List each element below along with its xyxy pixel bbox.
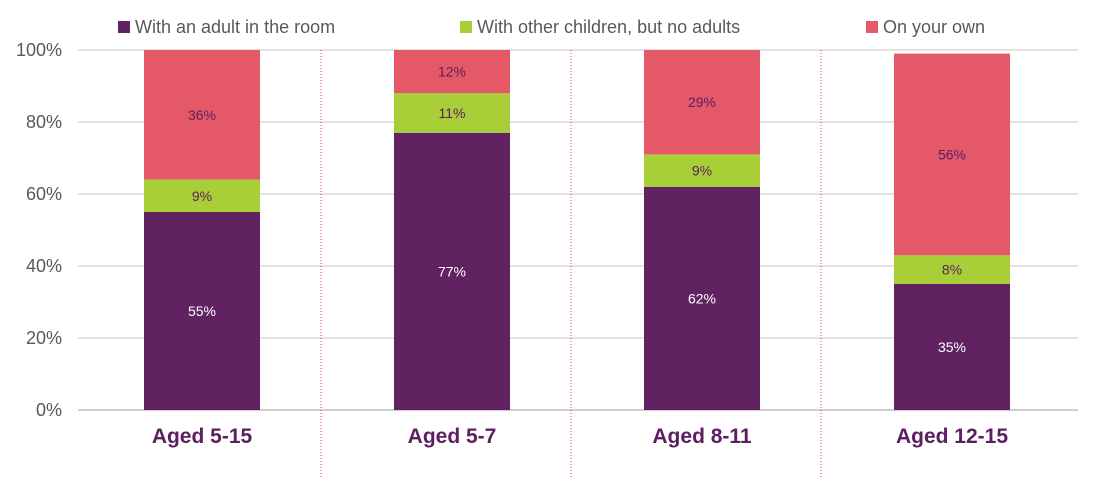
data-label: 62% bbox=[688, 290, 716, 306]
bar-segment bbox=[144, 179, 260, 212]
data-label: 35% bbox=[938, 339, 966, 355]
data-label: 56% bbox=[938, 146, 966, 162]
category-label: Aged 8-11 bbox=[652, 425, 752, 448]
legend: With an adult in the room With other chi… bbox=[118, 17, 985, 37]
category-separators bbox=[320, 50, 822, 479]
data-label: 9% bbox=[692, 163, 712, 179]
data-label: 9% bbox=[192, 188, 212, 204]
x-axis: Aged 5-15 Aged 5-7 Aged 8-11 Aged 12-15 bbox=[152, 425, 1009, 448]
category-label: Aged 5-7 bbox=[408, 425, 497, 448]
bar-segment bbox=[894, 53, 1010, 256]
bar-segment bbox=[394, 93, 510, 133]
legend-swatch-own bbox=[866, 21, 878, 33]
legend-label-adult: With an adult in the room bbox=[135, 17, 335, 37]
data-label: 55% bbox=[188, 303, 216, 319]
bar-segment bbox=[894, 284, 1010, 410]
bar-segment bbox=[394, 50, 510, 94]
category-label: Aged 5-15 bbox=[152, 425, 253, 448]
bar-segment bbox=[144, 50, 260, 180]
y-tick-label: 40% bbox=[26, 256, 62, 276]
y-tick-label: 0% bbox=[36, 400, 62, 420]
data-label: 8% bbox=[942, 262, 962, 278]
legend-label-own: On your own bbox=[883, 17, 985, 37]
legend-swatch-other-children bbox=[460, 21, 472, 33]
y-tick-label: 20% bbox=[26, 328, 62, 348]
bar-segment bbox=[144, 212, 260, 410]
bar-segment bbox=[644, 50, 760, 155]
legend-label-other-children: With other children, but no adults bbox=[477, 17, 740, 37]
data-label: 36% bbox=[188, 107, 216, 123]
data-label: 12% bbox=[438, 64, 466, 80]
y-tick-label: 60% bbox=[26, 184, 62, 204]
category-label: Aged 12-15 bbox=[896, 425, 1008, 448]
bar-segment bbox=[394, 132, 510, 411]
legend-swatch-adult bbox=[118, 21, 130, 33]
bar-segment bbox=[894, 255, 1010, 284]
data-label: 29% bbox=[688, 94, 716, 110]
y-tick-label: 100% bbox=[16, 40, 62, 60]
y-axis: 0% 20% 40% 60% 80% 100% bbox=[16, 40, 62, 420]
y-tick-label: 80% bbox=[26, 112, 62, 132]
bars: 55% 9% 36% 77% 11% 12% 62% 9% 29% 35% 8% 56% bbox=[144, 50, 1010, 411]
data-label: 11% bbox=[439, 105, 466, 121]
bar-segment bbox=[644, 154, 760, 187]
data-label: 77% bbox=[438, 263, 466, 279]
bar-segment bbox=[644, 186, 760, 410]
